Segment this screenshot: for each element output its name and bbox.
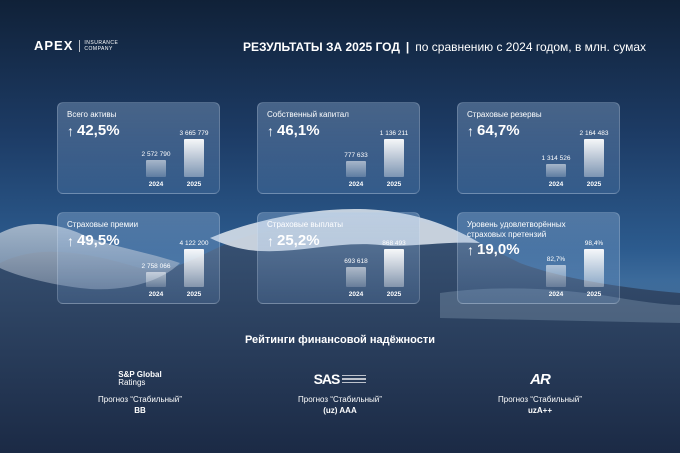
value-2025: 2 164 483	[579, 130, 609, 137]
sp-logo-line2: Ratings	[118, 378, 146, 387]
arrow-up-icon: ↑	[467, 122, 474, 139]
card-title: Страховые премии	[67, 220, 139, 229]
arrow-up-icon: ↑	[267, 232, 274, 249]
year-2024-label: 2024	[148, 291, 164, 298]
value-2024: 777 633	[344, 152, 368, 159]
value-2025: 98,4%	[584, 240, 604, 247]
year-2024-label: 2024	[548, 181, 564, 188]
value-2025: 1 136 211	[379, 130, 409, 137]
header: APEX INSURANCE COMPANY РЕЗУЛЬТАТЫ ЗА 202…	[34, 38, 646, 60]
year-2025-label: 2025	[186, 181, 202, 188]
ar-logo: AR	[450, 370, 630, 388]
bar-2025	[184, 139, 204, 177]
year-2024-label: 2024	[548, 291, 564, 298]
card-title: Собственный капитал	[267, 110, 349, 119]
growth-value: 25,2%	[277, 232, 320, 249]
growth-percent: ↑ 19,0%	[467, 241, 520, 258]
sas-logo: SAS	[250, 370, 430, 388]
card-title: Страховые выплаты	[267, 220, 344, 229]
year-2024-label: 2024	[148, 181, 164, 188]
growth-percent: ↑ 42,5%	[67, 122, 120, 139]
metric-card: Всего активы ↑ 42,5% 2 572 790 3 665 779 2024…	[57, 102, 220, 194]
year-2025-label: 2025	[586, 291, 602, 298]
growth-value: 49,5%	[77, 232, 120, 249]
value-2024: 82,7%	[546, 256, 566, 263]
bar-2025	[184, 249, 204, 287]
ratings-title: Рейтинги финансовой надёжности	[244, 334, 436, 346]
growth-percent: ↑ 25,2%	[267, 232, 320, 249]
bar-2024	[346, 267, 366, 287]
card-title: Всего активы	[67, 110, 117, 119]
metric-card: Страховые резервы ↑ 64,7% 1 314 526 2 164 48…	[457, 102, 620, 194]
value-2024: 2 572 790	[141, 151, 171, 158]
arrow-up-icon: ↑	[467, 241, 474, 258]
bar-2024	[346, 161, 366, 177]
value-2025: 3 665 779	[179, 130, 209, 137]
growth-value: 19,0%	[477, 241, 520, 258]
mountain-background	[0, 208, 680, 453]
rating-value: (uz) AAA	[323, 406, 357, 415]
growth-value: 46,1%	[277, 122, 320, 139]
bar-2025	[384, 139, 404, 177]
growth-percent: ↑ 46,1%	[267, 122, 320, 139]
bar-2025	[384, 249, 404, 287]
rating-value: uzA++	[527, 406, 552, 415]
card-title: Уровень удовлетворённых страховых претен…	[467, 220, 566, 239]
brand-subtitle: INSURANCE COMPANY	[79, 39, 124, 52]
title-rest: по сравнению с 2024 годом, в млн. сумах	[415, 40, 646, 54]
sas-logo-text: SAS	[313, 371, 341, 387]
value-2024: 693 618	[344, 258, 368, 265]
year-2025-label: 2025	[386, 181, 402, 188]
brand-name: APEX	[34, 38, 74, 53]
sas-logo-tagline-icon	[342, 373, 367, 386]
bar-2024	[146, 272, 166, 287]
metric-card: Собственный капитал ↑ 46,1% 777 633 1 136 21…	[257, 102, 420, 194]
bar-2024	[546, 265, 566, 287]
apex-logo: APEX INSURANCE COMPANY	[34, 38, 124, 53]
ar-logo-text: AR	[530, 370, 551, 388]
value-2024: 1 314 526	[541, 155, 571, 162]
rating-value: BB	[134, 406, 146, 415]
rating-forecast: Прогноз “Стабильный”	[298, 395, 382, 404]
year-2024-label: 2024	[348, 291, 364, 298]
arrow-up-icon: ↑	[67, 232, 74, 249]
bar-2024	[146, 160, 166, 177]
metric-card: Страховые премии ↑ 49,5% 2 758 066 4 122 200…	[57, 212, 220, 304]
title-bold: РЕЗУЛЬТАТЫ ЗА 2025 ГОД	[243, 40, 400, 54]
bar-2025	[584, 249, 604, 287]
rating-sp: S&P Global Ratings Прогноз “Стабильный” …	[50, 370, 230, 416]
card-title: Страховые резервы	[467, 110, 542, 119]
year-2025-label: 2025	[186, 291, 202, 298]
metric-card: Страховые выплаты ↑ 25,2% 693 618 868 493 202…	[257, 212, 420, 304]
rating-forecast: Прогноз “Стабильный”	[98, 395, 182, 404]
value-2025: 868 493	[382, 240, 406, 247]
rating-ar: AR Прогноз “Стабильный” uzA++	[450, 370, 630, 416]
metric-card: Уровень удовлетворённых страховых претен…	[457, 212, 620, 304]
arrow-up-icon: ↑	[267, 122, 274, 139]
sp-logo-line1: S&P Global	[118, 370, 162, 379]
value-2024: 2 758 066	[141, 263, 171, 270]
growth-percent: ↑ 49,5%	[67, 232, 120, 249]
year-2025-label: 2025	[586, 181, 602, 188]
arrow-up-icon: ↑	[67, 122, 74, 139]
bar-2025	[584, 139, 604, 177]
sp-global-logo: S&P Global Ratings	[50, 370, 230, 388]
year-2025-label: 2025	[386, 291, 402, 298]
title-separator: |	[405, 40, 410, 54]
year-2024-label: 2024	[348, 181, 364, 188]
growth-value: 42,5%	[77, 122, 120, 139]
rating-sas: SAS Прогноз “Стабильный” (uz) AAA	[250, 370, 430, 416]
bar-2024	[546, 164, 566, 177]
page-title: РЕЗУЛЬТАТЫ ЗА 2025 ГОД | по сравнению с 20…	[243, 40, 646, 54]
rating-forecast: Прогноз “Стабильный”	[498, 395, 582, 404]
growth-value: 64,7%	[477, 122, 520, 139]
growth-percent: ↑ 64,7%	[467, 122, 520, 139]
value-2025: 4 122 200	[179, 240, 209, 247]
